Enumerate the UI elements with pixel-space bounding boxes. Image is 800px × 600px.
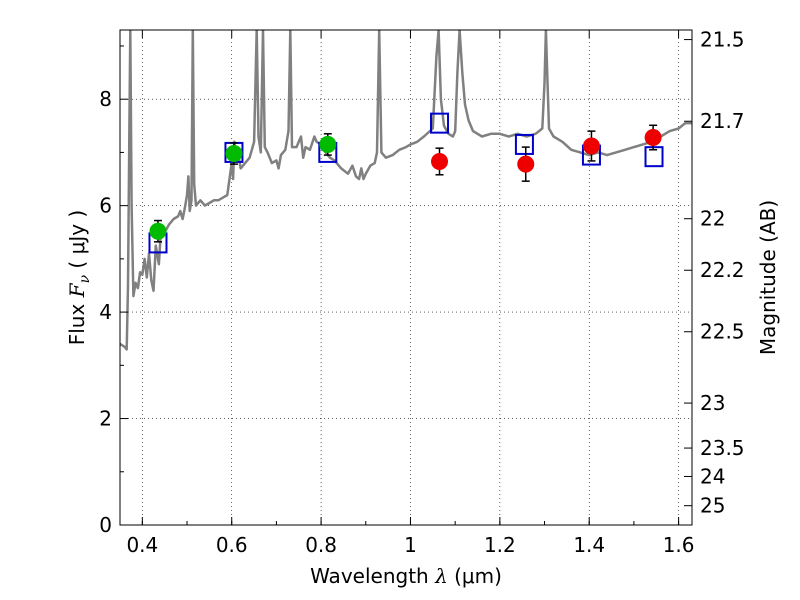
axis-text: 0.4 0.6 0.8 1 1.2 1.4 1.60246821.521.72222.222… <box>65 28 780 588</box>
x-tick-label: 1.4 <box>573 533 605 557</box>
model-flux-square <box>430 112 450 134</box>
observed-flux-point <box>149 222 167 240</box>
y-tick-label: 0 <box>99 513 112 537</box>
x-tick-label: 0.4 <box>126 533 158 557</box>
y2-tick-label: 21.7 <box>700 109 745 133</box>
model-flux-square <box>644 146 664 168</box>
y-tick-label: 2 <box>99 407 112 431</box>
x-tick-label: 1 <box>404 533 417 557</box>
y2-tick-label: 25 <box>700 494 725 518</box>
x-axis-label: Wavelength λ (μm) <box>310 564 502 588</box>
y2-tick-label: 22.5 <box>700 320 745 344</box>
y-tick-label: 8 <box>99 87 112 111</box>
grid-lines <box>120 30 692 525</box>
spectrum-layer <box>120 30 692 351</box>
y2-tick-label: 23.5 <box>700 436 745 460</box>
observed-flux-point <box>319 135 337 153</box>
x-tick-label: 1.2 <box>484 533 516 557</box>
observed-flux-point <box>582 137 600 155</box>
y2-axis-label: Magnitude (AB) <box>756 200 780 355</box>
x-tick-label: 0.8 <box>305 533 337 557</box>
y2-tick-label: 22 <box>700 207 725 231</box>
x-tick-label: 1.6 <box>663 533 695 557</box>
axes <box>119 29 693 526</box>
x-tick-label: 0.6 <box>216 533 248 557</box>
y-tick-label: 4 <box>99 300 112 324</box>
observed-flux-point <box>517 155 535 173</box>
plot-frame <box>119 29 693 526</box>
model-flux-square <box>514 133 534 155</box>
y2-tick-label: 21.5 <box>700 28 745 52</box>
y2-tick-label: 23 <box>700 391 725 415</box>
y-tick-label: 6 <box>99 194 112 218</box>
observed-flux-point <box>431 152 449 170</box>
observed-flux-point <box>644 129 662 147</box>
y2-tick-label: 24 <box>700 464 725 488</box>
y-axis-label: Flux Fν ( μJy ) <box>65 210 93 346</box>
y2-tick-label: 22.2 <box>700 258 745 282</box>
observed-flux-point <box>225 144 243 162</box>
marker-layer <box>148 112 664 254</box>
model-spectrum-line <box>120 30 692 351</box>
